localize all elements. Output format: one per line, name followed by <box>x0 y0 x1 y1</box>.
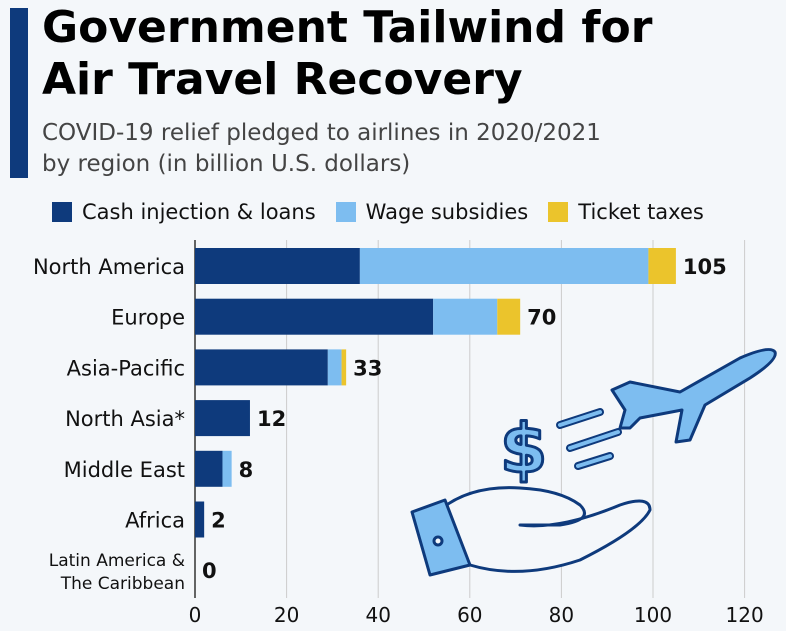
bar-segment <box>195 248 360 284</box>
category-label: Latin America & <box>49 551 185 571</box>
bar-segment <box>195 400 250 437</box>
data-label: 33 <box>353 356 382 380</box>
x-tick-label: 40 <box>365 603 390 627</box>
data-label: 12 <box>257 407 286 431</box>
legend-swatch <box>52 202 72 222</box>
x-tick-label: 80 <box>549 603 574 627</box>
chart-title: Government Tailwind for Air Travel Recov… <box>42 2 782 106</box>
category-label: Africa <box>125 509 185 533</box>
airplane-icon <box>610 348 777 444</box>
category-label: North Asia* <box>65 407 185 431</box>
category-label: North America <box>33 255 185 279</box>
legend-label: Wage subsidies <box>365 200 529 224</box>
legend-label: Ticket taxes <box>578 200 704 224</box>
bar-segment <box>433 298 498 335</box>
category-label: The Caribbean <box>60 574 185 594</box>
x-tick-label: 0 <box>189 603 202 627</box>
x-tick-label: 20 <box>274 603 299 627</box>
title-line-1: Government Tailwind for <box>42 2 653 53</box>
data-label: 105 <box>683 255 727 279</box>
bar-segment <box>195 501 205 538</box>
subtitle-line-1: COVID-19 relief pledged to airlines in 2… <box>42 120 601 146</box>
legend-swatch <box>548 202 569 222</box>
bar-segment <box>195 298 434 335</box>
legend-item-wage: Wage subsidies <box>335 200 529 224</box>
legend-swatch <box>335 202 356 222</box>
dollar-icon: $ <box>500 410 547 489</box>
bar-segment <box>222 450 232 487</box>
bar-segment <box>195 450 223 487</box>
illustration: $ <box>410 348 777 577</box>
subtitle-line-2: by region (in billion U.S. dollars) <box>42 151 411 177</box>
category-label: Middle East <box>64 458 185 482</box>
legend-label: Cash injection & loans <box>82 200 316 224</box>
cuff-button <box>432 535 444 547</box>
data-label: 0 <box>202 559 217 583</box>
bar-segment <box>327 349 342 386</box>
legend-item-cash: Cash injection & loans <box>52 200 316 224</box>
data-label: 70 <box>527 306 556 330</box>
x-tick-label: 60 <box>457 603 482 627</box>
x-tick-label: 100 <box>634 603 672 627</box>
category-label: Europe <box>111 306 185 330</box>
hand-icon <box>438 486 652 573</box>
title-line-2: Air Travel Recovery <box>42 54 523 105</box>
legend-item-ticket: Ticket taxes <box>548 200 704 224</box>
bar-segment <box>497 298 521 335</box>
x-tick-label: 120 <box>726 603 764 627</box>
legend: Cash injection & loans Wage subsidies Ti… <box>52 200 704 224</box>
category-label: Asia-Pacific <box>67 356 185 380</box>
data-label: 2 <box>211 509 226 533</box>
bar-segment <box>648 248 676 284</box>
data-label: 8 <box>239 458 254 482</box>
bar-segment <box>359 248 649 284</box>
accent-bar <box>10 8 28 178</box>
chart-subtitle: COVID-19 relief pledged to airlines in 2… <box>42 118 782 180</box>
bar-segment <box>341 349 347 386</box>
bar-segment <box>195 349 328 386</box>
